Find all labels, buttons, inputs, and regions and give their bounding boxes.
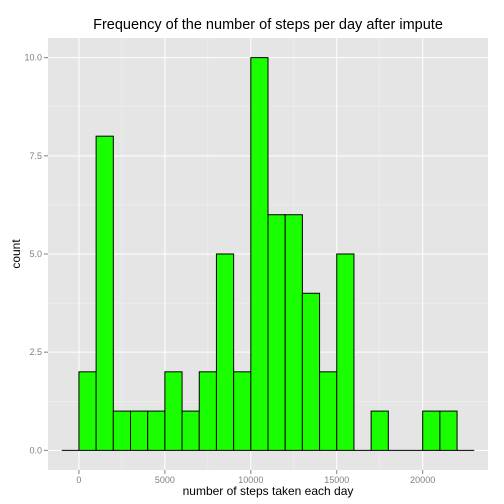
histogram-bar [215, 253, 235, 451]
histogram-bar [130, 410, 149, 451]
y-tick-label: 10.0 [24, 53, 42, 63]
x-tick-label: 5000 [155, 475, 175, 485]
histogram-bar [267, 214, 286, 451]
x-tick-label: 20000 [410, 475, 435, 485]
histogram-bar [233, 371, 252, 451]
histogram-bar [164, 371, 183, 451]
histogram-bar [112, 410, 131, 451]
histogram-bar [250, 57, 269, 451]
y-axis-ticks: 0.0 2.5 5.0 7.5 10.0 [24, 53, 48, 455]
x-axis-ticks: 0 5000 10000 15000 20000 [76, 470, 435, 485]
chart-title: Frequency of the number of steps per day… [93, 17, 443, 33]
x-tick-label: 10000 [238, 475, 263, 485]
histogram-bar [147, 410, 166, 451]
x-axis-title: number of steps taken each day [183, 484, 354, 498]
y-tick-label: 0.0 [29, 445, 42, 455]
histogram-bar [78, 371, 97, 451]
x-tick-label: 0 [76, 475, 81, 485]
histogram-bar [301, 292, 321, 451]
histogram-bar [198, 371, 217, 451]
y-tick-label: 2.5 [29, 347, 42, 357]
histogram-bars [61, 57, 475, 451]
y-tick-label: 7.5 [29, 151, 42, 161]
histogram-bar [319, 371, 338, 451]
histogram-bar [370, 410, 389, 451]
histogram-bar [422, 410, 441, 451]
histogram-bar [284, 214, 303, 451]
histogram-bar [181, 410, 200, 451]
histogram-bar [95, 135, 114, 451]
y-tick-label: 5.0 [29, 249, 42, 259]
histogram-bar [439, 410, 458, 451]
histogram-bar [336, 253, 355, 451]
x-tick-label: 15000 [324, 475, 349, 485]
y-axis-title: count [9, 239, 23, 269]
